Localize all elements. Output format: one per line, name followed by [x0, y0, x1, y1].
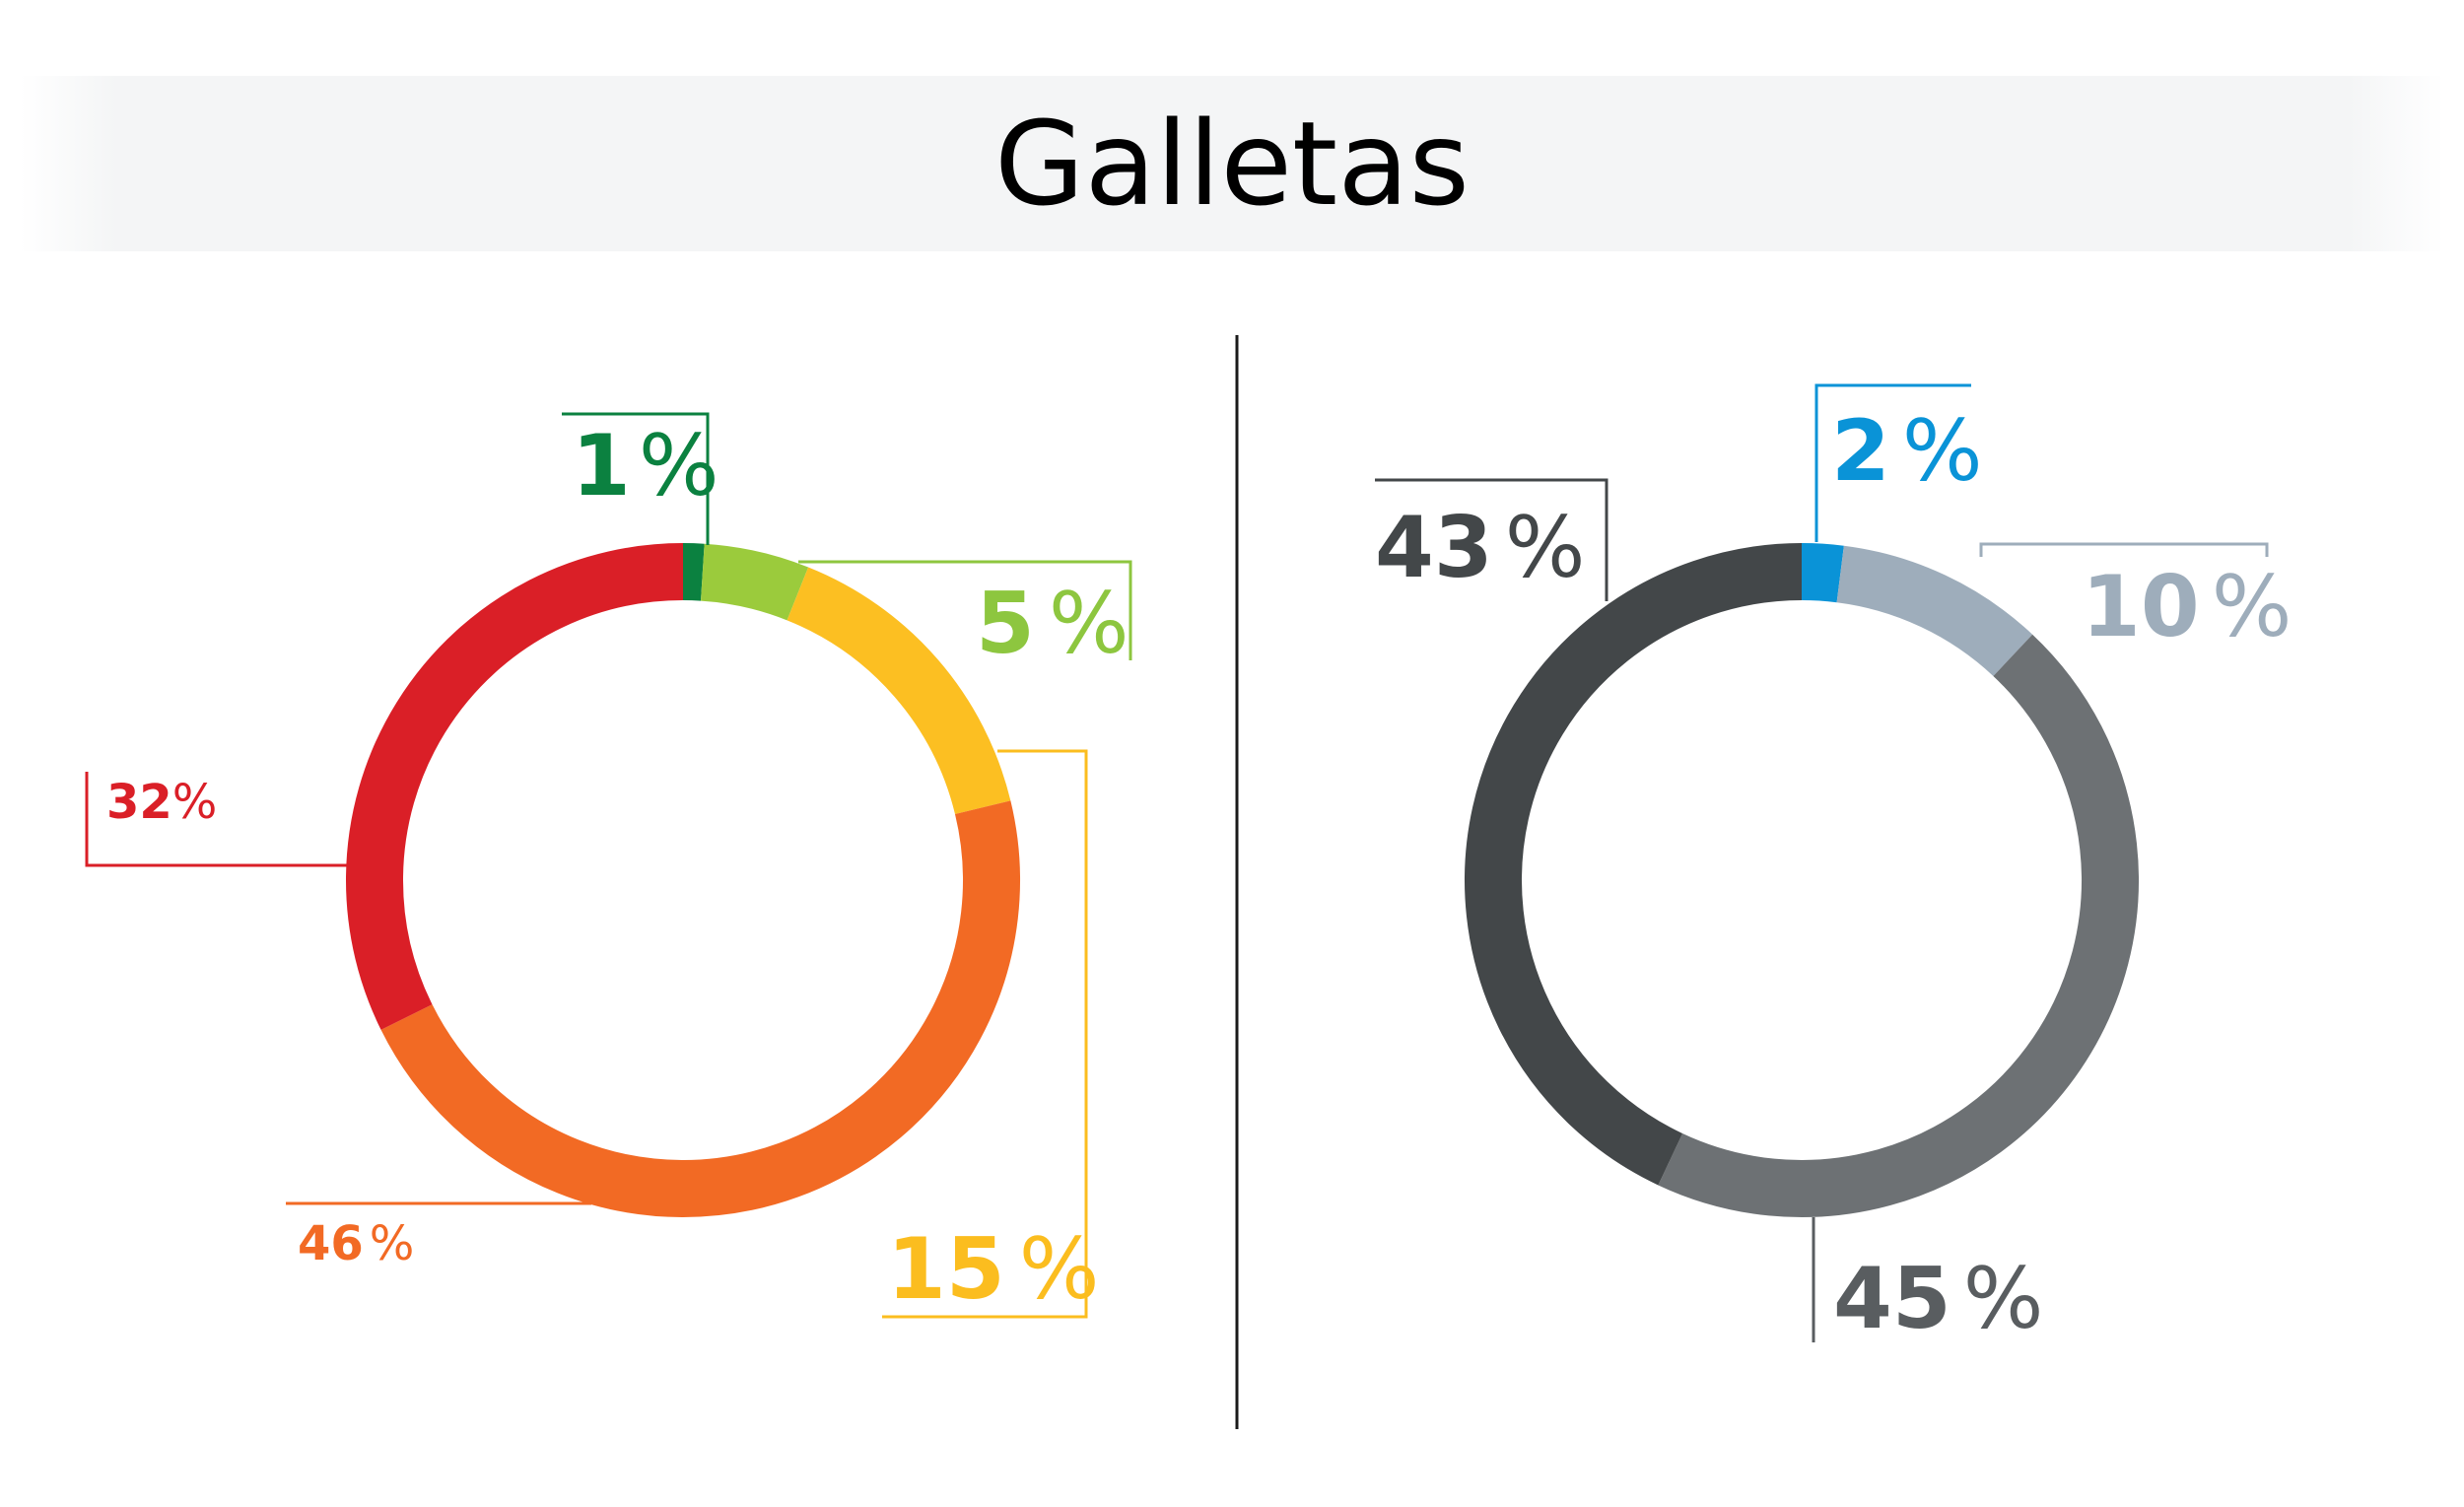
donut-slice-5: [700, 543, 809, 621]
donut-chart-left: [346, 543, 1020, 1217]
donut-slice-45: [1658, 634, 2139, 1217]
data-label-5-percent: %: [1049, 575, 1129, 673]
data-label-43-percent: %: [1505, 499, 1586, 597]
data-label-46-percent: %: [370, 1216, 415, 1271]
leader-lines-right: [1375, 383, 2269, 1342]
data-label-43-value: 43: [1375, 499, 1493, 597]
data-label-1-value: 1: [572, 417, 631, 515]
data-label-10: 10%: [2082, 558, 2292, 656]
data-label-45: 45%: [1833, 1250, 2043, 1348]
data-label-1: 1%: [572, 417, 719, 515]
data-label-5-value: 5: [976, 575, 1035, 673]
leader-line-15: [882, 749, 1088, 1319]
donut-chart-right: [1465, 543, 2139, 1217]
data-label-45-percent: %: [1963, 1250, 2044, 1348]
data-label-10-value: 10: [2082, 558, 2200, 656]
data-label-2: 2%: [1831, 402, 1983, 501]
leader-lines-left: [85, 412, 1132, 1319]
donut-slice-10: [1836, 545, 2033, 677]
data-label-32-value: 32: [106, 775, 172, 830]
donut-slice-15: [787, 567, 1011, 815]
leader-line-43: [1375, 478, 1608, 601]
leader-line-5: [798, 560, 1132, 660]
donut-slice-2: [1801, 543, 1844, 603]
donut-slice-32: [346, 543, 684, 1030]
data-label-32-percent: %: [172, 775, 218, 830]
data-label-2-value: 2: [1831, 402, 1890, 501]
page-title: Galletas: [994, 96, 1470, 232]
leader-line-1: [562, 412, 710, 545]
title-band: [20, 76, 2444, 251]
leader-line-10: [1979, 542, 2269, 557]
data-label-45-value: 45: [1833, 1250, 1951, 1348]
leader-line-2: [1814, 383, 1971, 542]
data-label-15-value: 15: [887, 1220, 1005, 1319]
leader-line-32: [85, 772, 350, 867]
data-label-46-value: 46: [298, 1216, 364, 1271]
data-label-2-percent: %: [1902, 402, 1983, 501]
donut-slice-46: [380, 800, 1020, 1217]
data-label-1-percent: %: [639, 417, 719, 515]
data-label-15-percent: %: [1019, 1220, 1100, 1319]
data-label-15: 15%: [887, 1220, 1099, 1319]
data-label-43: 43%: [1375, 499, 1585, 597]
data-label-10-percent: %: [2212, 558, 2293, 656]
donut-slice-43: [1465, 543, 1803, 1186]
donut-slice-1: [682, 543, 705, 601]
data-label-5: 5%: [976, 575, 1129, 673]
data-label-32: 32%: [106, 775, 217, 830]
data-label-46: 46%: [298, 1216, 414, 1271]
